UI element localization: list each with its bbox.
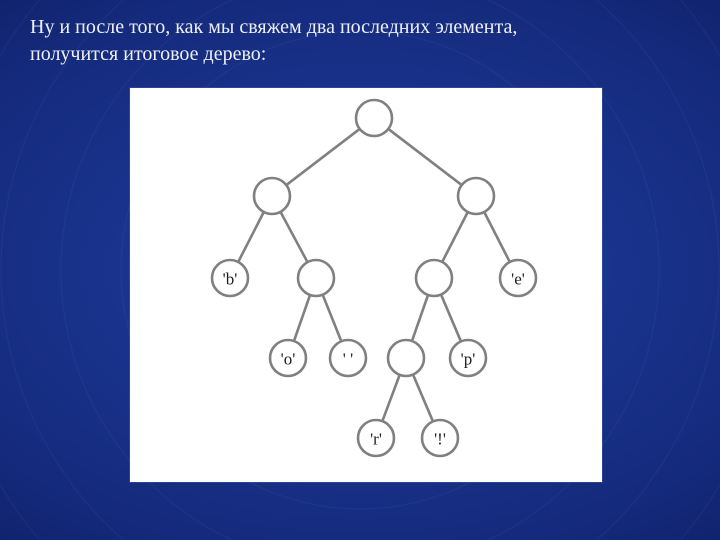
tree-edge (238, 212, 264, 262)
tree-internal-node (356, 100, 392, 136)
tree-node-label: 'e' (511, 270, 525, 289)
tree-figure: 'b' 'e' 'o' ' ' 'p' 'r' '!' (130, 88, 602, 482)
slide: Ну и после того, как мы свяжем два после… (0, 0, 720, 540)
caption-line-1: Ну и после того, как мы свяжем два после… (30, 16, 517, 38)
tree-node-label: 'p' (461, 350, 476, 369)
tree-edge (413, 375, 433, 422)
tree-nodes: 'b' 'e' 'o' ' ' 'p' 'r' '!' (212, 100, 536, 456)
tree-internal-node (416, 260, 452, 296)
tree-edge (323, 295, 342, 342)
tree-edge (441, 295, 461, 342)
tree-edge (382, 375, 399, 421)
tree-node-label: 'o' (281, 350, 296, 369)
tree-edge (388, 129, 461, 185)
tree-internal-node (298, 260, 334, 296)
tree-edge (412, 295, 428, 341)
tree-svg: 'b' 'e' 'o' ' ' 'p' 'r' '!' (130, 88, 602, 482)
tree-edge (281, 212, 308, 262)
tree-internal-node (254, 178, 290, 214)
tree-node-label: ' ' (343, 350, 353, 369)
tree-internal-node (388, 340, 424, 376)
slide-caption: Ну и после того, как мы свяжем два после… (30, 14, 680, 68)
tree-edge (442, 212, 468, 262)
tree-edge (294, 295, 310, 341)
tree-edges (238, 129, 510, 421)
tree-edge (484, 212, 510, 262)
tree-node-label: 'b' (223, 270, 238, 289)
caption-line-2: получится итоговое дерево: (30, 43, 266, 65)
tree-node-label: 'r' (370, 430, 382, 449)
tree-edge (286, 129, 359, 185)
tree-node-label: '!' (434, 430, 446, 449)
tree-internal-node (458, 178, 494, 214)
